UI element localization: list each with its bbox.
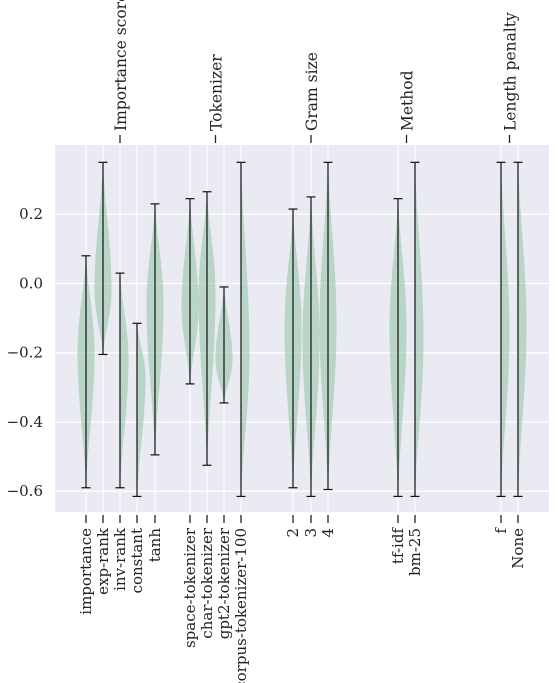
violin-corpus-tokenizer-100 [241, 170, 250, 497]
x-tick-label-char-tokenizer: char-tokenizer [198, 527, 216, 639]
group-labels: Importance score Tokenizer Gram size Method… [112, 0, 520, 143]
x-tick-label-space-tokenizer: space-tokenizer [181, 527, 199, 648]
group-label-importance-score: Importance score [112, 0, 130, 131]
x-tick-label-gpt2-tokenizer: gpt2-tokenizer [215, 527, 233, 639]
y-tick-label: −0.4 [7, 413, 43, 431]
x-tick-label-bm-25: bm-25 [406, 528, 424, 576]
group-label-length-penalty: Length penalty [502, 12, 520, 131]
plot-background [55, 145, 549, 512]
violin-inv-rank [120, 278, 129, 488]
x-tick-label-corpus-tokenizer-100: corpus-tokenizer-100 [232, 528, 250, 683]
violin-constant [137, 327, 146, 497]
x-tick-label-inv-rank: inv-rank [111, 527, 129, 591]
group-label-gram-size: Gram size [303, 52, 321, 131]
group-label-method: Method [399, 70, 417, 131]
group-label-tokenizer: Tokenizer [208, 54, 226, 131]
x-tick-label-exp-rank: exp-rank [94, 527, 112, 595]
violins [77, 161, 527, 498]
x-tick-label-4: 4 [319, 528, 337, 538]
x-tick-label-tanh: tanh [146, 528, 164, 563]
violin-none [518, 170, 527, 497]
x-tick-labels: importance exp-rank inv-rank constant tanh sp… [77, 515, 527, 683]
x-tick-label-importance: importance [77, 528, 95, 615]
y-tick-label: −0.2 [7, 344, 43, 362]
x-tick-label-tf-idf: tf-idf [389, 527, 407, 565]
x-tick-label-3: 3 [302, 528, 320, 538]
violin-f [501, 170, 510, 497]
x-tick-label-f: f [492, 527, 510, 534]
y-tick-labels: −0.6 −0.4 −0.2 0.0 0.2 [7, 205, 43, 500]
x-tick-label-2: 2 [284, 528, 302, 538]
y-tick-label: 0.0 [19, 274, 43, 292]
x-tick-label-none: None [509, 528, 527, 569]
y-tick-label: −0.6 [7, 482, 43, 500]
x-tick-label-constant: constant [128, 528, 146, 593]
y-tick-label: 0.2 [19, 205, 43, 223]
violin-bm-25 [415, 170, 424, 497]
